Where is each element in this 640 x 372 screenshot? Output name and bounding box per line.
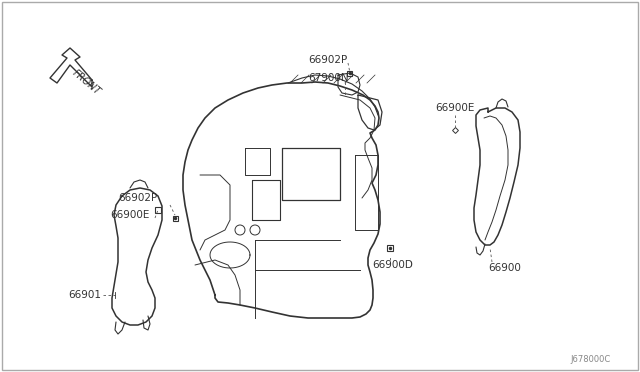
Bar [387,245,393,251]
Text: 66900E: 66900E [110,210,149,220]
Text: 66900: 66900 [488,263,521,273]
Text: 66900D: 66900D [372,260,413,270]
Text: 66900E: 66900E [435,103,474,113]
Text: 67900N: 67900N [308,73,349,83]
Text: 66902P: 66902P [308,55,348,65]
Text: FRONT: FRONT [70,67,102,96]
Text: 66902P: 66902P [118,193,157,203]
Text: J678000C: J678000C [570,356,611,365]
Bar [348,71,353,76]
Text: 66901: 66901 [68,290,101,300]
Bar [173,215,177,221]
